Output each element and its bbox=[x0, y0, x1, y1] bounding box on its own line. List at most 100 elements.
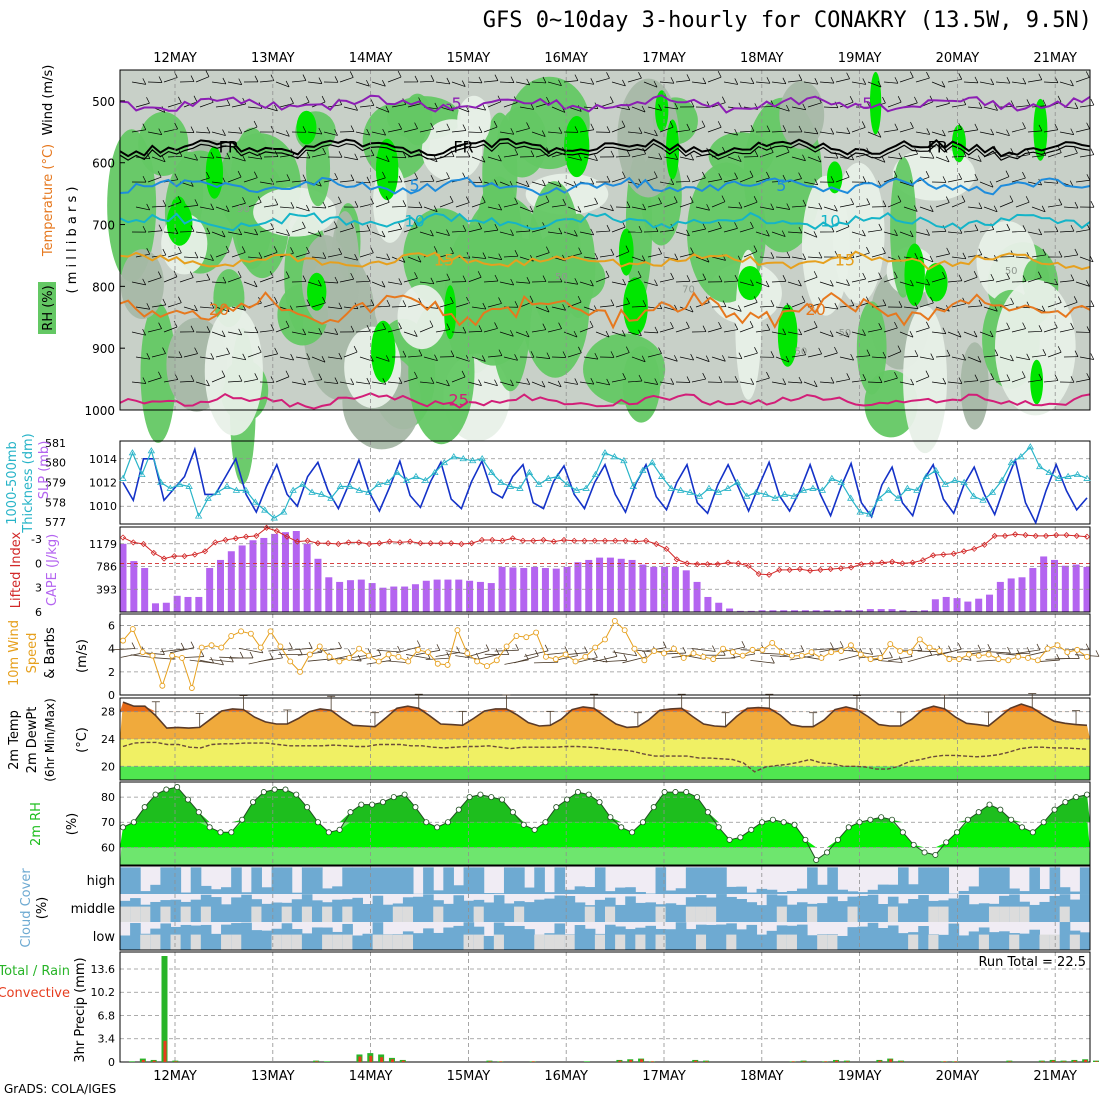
cloud-cell-gap bbox=[655, 934, 667, 950]
wind-barb bbox=[487, 355, 502, 358]
cloud-cell bbox=[524, 887, 535, 894]
wind-barb bbox=[179, 131, 195, 133]
cloud-cell bbox=[817, 903, 828, 922]
cape-bar bbox=[401, 586, 409, 612]
thickness-point bbox=[1007, 458, 1016, 466]
wind-barb-flag bbox=[690, 153, 694, 161]
wind-barb-flag bbox=[1041, 305, 1046, 312]
wind-barb-flag bbox=[973, 330, 978, 338]
precip-conv-bar bbox=[900, 1061, 904, 1062]
wind-barb-flag bbox=[590, 178, 595, 185]
wind-barb bbox=[295, 305, 310, 308]
wind-barb-flag bbox=[638, 329, 642, 336]
wind-barb bbox=[871, 356, 886, 359]
rh-patch-high bbox=[1030, 359, 1044, 405]
wind-barb bbox=[951, 256, 966, 260]
thickness-point bbox=[1064, 472, 1072, 479]
wind-barb bbox=[1011, 281, 1027, 283]
cloud-cell bbox=[817, 884, 828, 894]
cloud-cell bbox=[1059, 887, 1071, 894]
wind-barb bbox=[611, 331, 626, 337]
wind-barb-flag bbox=[802, 348, 807, 355]
li-point bbox=[386, 538, 393, 545]
wind-barb bbox=[695, 356, 710, 362]
rh-patch-high bbox=[777, 304, 798, 367]
wind-speed-point bbox=[670, 645, 677, 652]
wind-speed-point bbox=[661, 650, 667, 657]
date-label-bottom: 17MAY bbox=[642, 1069, 686, 1084]
wind-barb bbox=[291, 227, 306, 233]
wind-barb bbox=[419, 128, 434, 133]
wind-barb-flag bbox=[1090, 353, 1095, 360]
wind-barb-flag bbox=[994, 104, 998, 111]
wind-barb bbox=[643, 131, 658, 137]
cloud-cell-gap bbox=[534, 934, 545, 950]
wind-barb-flag bbox=[449, 195, 454, 203]
wind-barb bbox=[935, 355, 950, 358]
thickness-point bbox=[393, 468, 401, 476]
wind-barb-flag bbox=[897, 345, 902, 352]
precip-conv-bar bbox=[1084, 1059, 1088, 1062]
wind-barb bbox=[659, 327, 674, 333]
wind-barb-flag bbox=[830, 76, 835, 84]
wind-speed-point bbox=[228, 633, 235, 639]
wind-barb-flag bbox=[974, 173, 979, 181]
wind-barb bbox=[583, 156, 598, 161]
date-label-top: 16MAY bbox=[544, 51, 588, 66]
cloud-cell bbox=[150, 884, 161, 894]
wind-barb bbox=[903, 355, 918, 358]
wind-barb bbox=[259, 80, 274, 83]
wind-barb bbox=[533, 661, 558, 664]
wind-barb-flag bbox=[610, 150, 615, 158]
wind-barb bbox=[983, 206, 998, 213]
date-label-bottom: 14MAY bbox=[349, 1069, 393, 1084]
wind-barb bbox=[755, 177, 770, 183]
wind-barb bbox=[963, 380, 978, 383]
cloud-cell bbox=[483, 935, 495, 950]
wind-barb-flag bbox=[481, 196, 486, 203]
wind-barb-flag bbox=[771, 657, 775, 664]
wind-speed-point bbox=[533, 629, 540, 636]
cloud-cell-gap bbox=[615, 934, 626, 950]
wind-barb-flag bbox=[621, 171, 626, 178]
wind-barb-flag bbox=[354, 254, 358, 261]
cloud-cell bbox=[776, 892, 788, 894]
wind-barb-flag bbox=[194, 199, 199, 206]
wind-barb-flag bbox=[910, 378, 914, 386]
wind-speed-point bbox=[916, 636, 923, 643]
wind-barb bbox=[403, 277, 418, 283]
rh-point bbox=[444, 819, 451, 826]
wind-barb bbox=[359, 105, 374, 108]
thickness-point bbox=[941, 480, 949, 487]
wind-barb-flag bbox=[162, 298, 167, 306]
wind-barb bbox=[775, 356, 790, 363]
rh-point bbox=[726, 836, 733, 843]
li-point bbox=[919, 557, 926, 564]
cloud-cell bbox=[120, 867, 131, 894]
wind-barb-flag bbox=[462, 275, 467, 282]
wind-barb bbox=[547, 181, 562, 188]
li-tick-label: 0 bbox=[35, 557, 42, 570]
rh-contour-label: 50 bbox=[1005, 266, 1018, 277]
wind-barb-flag bbox=[834, 204, 838, 212]
wind-barb bbox=[707, 179, 722, 183]
wind-barb-flag bbox=[178, 246, 182, 254]
li-point bbox=[971, 545, 978, 552]
wind-barb bbox=[189, 659, 214, 664]
wind-barb bbox=[627, 331, 642, 337]
wind-barb-flag bbox=[1095, 650, 1100, 657]
wind-barb bbox=[675, 129, 690, 133]
wind-barb-flag bbox=[686, 275, 691, 282]
cape-bar bbox=[1007, 578, 1015, 612]
wind-barb-flag bbox=[770, 203, 775, 210]
wind-barb-flag bbox=[610, 351, 615, 358]
wind-speed-point bbox=[257, 644, 264, 651]
wind-barb-flag bbox=[398, 122, 403, 130]
wind-barb-flag bbox=[257, 196, 262, 203]
wind-barb bbox=[759, 152, 774, 158]
rh-patch-high bbox=[564, 116, 590, 178]
wind-barb-flag bbox=[914, 253, 919, 260]
wind-barb bbox=[467, 131, 483, 133]
wind-barb bbox=[471, 156, 486, 163]
wind-speed-point bbox=[169, 652, 176, 659]
